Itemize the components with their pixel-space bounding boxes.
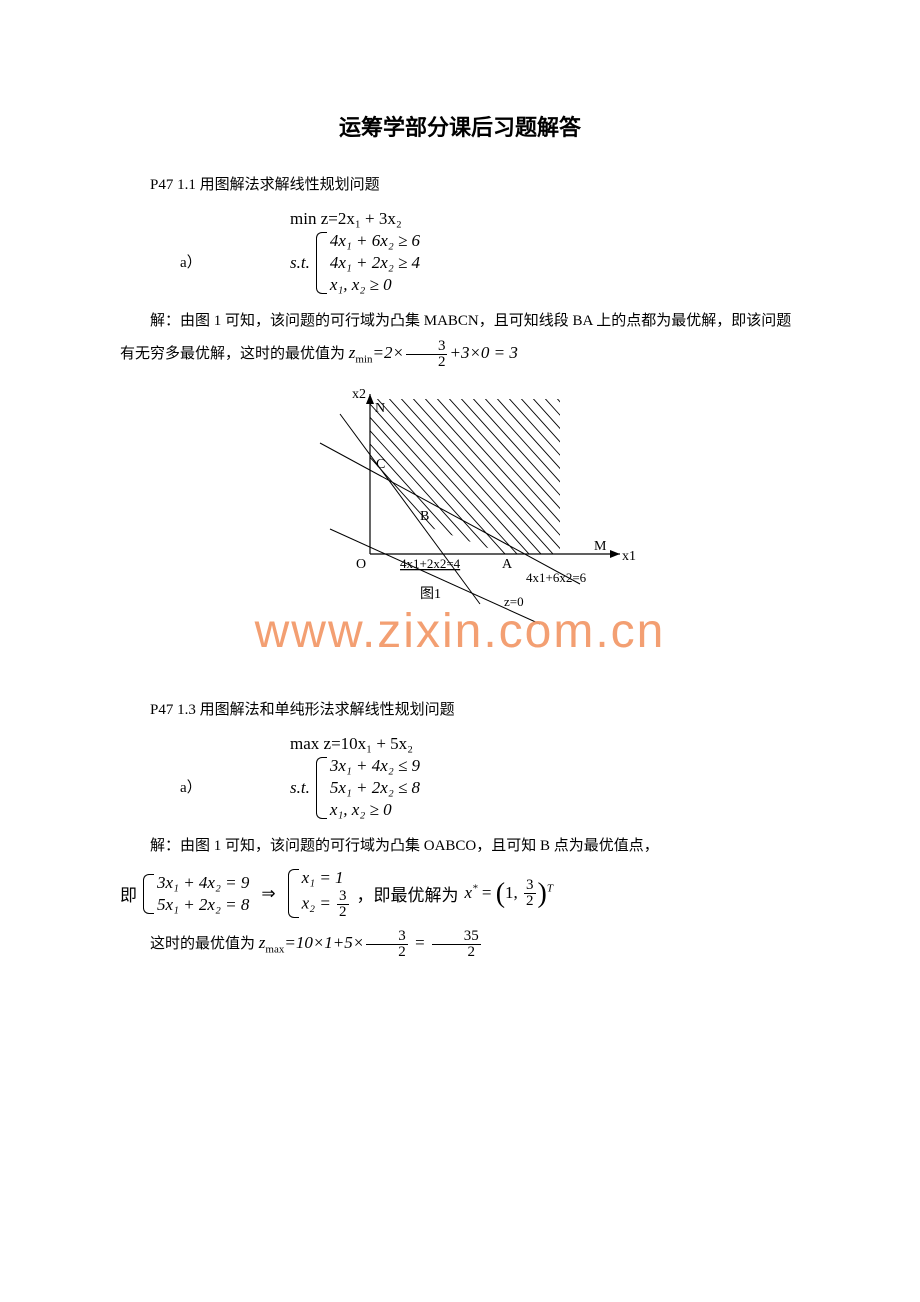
frac-r: 32	[337, 889, 349, 920]
svg-text:C: C	[376, 457, 385, 472]
brace-sys-right: x₁ = 1 x₂ = 32	[288, 867, 351, 920]
st-label-1: s.t.	[290, 252, 310, 274]
sys-l2-txt: 5x₁ + 2x₂ = 8	[157, 895, 249, 914]
st-label-2: s.t.	[290, 777, 310, 799]
vec-a: 1,	[505, 883, 522, 902]
sys-l1-txt: 3x₁ + 4x₂ = 9	[157, 873, 249, 892]
eq-sign: =	[478, 883, 496, 902]
svg-text:图1: 图1	[420, 587, 441, 602]
frac-b: 352	[432, 929, 481, 960]
figure-1-wrap: x2NCBOAMx14x1+2x2=44x1+6x2=6图1z=0 www.zi…	[120, 384, 800, 649]
tail-part: +3×0 = 3	[449, 343, 517, 362]
svg-text:M: M	[594, 539, 607, 554]
frac-r-den: 2	[337, 905, 349, 920]
rparen: )	[538, 878, 547, 909]
eq-part: =2×	[373, 343, 404, 362]
answer-1-text: 解：由图 1 可知，该问题的可行域为凸集 MABCN，且可知线段 BA 上的点都…	[120, 306, 800, 370]
sys-r1-txt: x₁ = 1	[302, 868, 344, 887]
svg-text:B: B	[420, 509, 429, 524]
svg-text:z=0: z=0	[504, 594, 524, 609]
ji-label: 即	[120, 881, 137, 906]
sys-l1: 3x₁ + 4x₂ = 9	[157, 872, 249, 894]
problem-2-block: a） max z=10x₁ + 5x₂ s.t. 3x₁ + 4x₂ ≤ 9 5…	[120, 733, 800, 821]
x-var: x	[465, 883, 473, 902]
fb-num: 35	[432, 929, 481, 945]
answer-2-line1: 解：由图 1 可知，该问题的可行域为凸集 OABCO，且可知 B 点为最优值点，	[120, 831, 800, 861]
sys-l2: 5x₁ + 2x₂ = 8	[157, 894, 249, 916]
problem-2-label: a）	[120, 733, 290, 799]
problem-2-formula: max z=10x₁ + 5x₂ s.t. 3x₁ + 4x₂ ≤ 9 5x₁ …	[290, 733, 420, 821]
z-sub-min: min	[355, 353, 372, 365]
ans2-mid: =10×1+5×	[284, 933, 364, 952]
answer-2-system: 即 3x₁ + 4x₂ = 9 5x₁ + 2x₂ = 8 ⇒ x₁ = 1 x…	[120, 867, 800, 920]
section-gap	[120, 655, 800, 695]
svg-text:N: N	[375, 401, 385, 416]
frac-a: 32	[366, 929, 408, 960]
brace-1: 4x₁ + 6x₂ ≥ 6 4x₁ + 2x₂ ≥ 4 x₁, x₂ ≥ 0	[316, 230, 420, 296]
fa-den: 2	[366, 945, 408, 960]
opt-expr: x* = (1, 32)T	[465, 878, 553, 910]
answer-2-line2: 这时的最优值为 zmax=10×1+5×32 = 352	[120, 926, 800, 960]
frac-3-2: 32	[406, 339, 448, 370]
obj-line-1: min z=2x₁ + 3x₂	[290, 209, 402, 228]
obj-line-2: max z=10x₁ + 5x₂	[290, 734, 413, 753]
vec-num: 3	[524, 878, 536, 894]
frac-num: 3	[406, 339, 448, 355]
frac-vec: 32	[524, 878, 536, 909]
svg-text:4x1+6x2=6: 4x1+6x2=6	[526, 570, 587, 585]
section-1-heading: P47 1.1 用图解法求解线性规划问题	[120, 170, 800, 200]
z-sub-max: max	[265, 944, 284, 956]
ans2-math: zmax=10×1+5×32 = 352	[259, 933, 483, 952]
constraint-2a: 3x₁ + 4x₂ ≤ 9	[330, 755, 420, 777]
sys-r2-txt: x₂ =	[302, 894, 335, 913]
brace-sys-left: 3x₁ + 4x₂ = 9 5x₁ + 2x₂ = 8	[143, 872, 249, 916]
answer-1-math: zmin=2×32+3×0 = 3	[349, 343, 518, 362]
constraint-1a: 4x₁ + 6x₂ ≥ 6	[330, 230, 420, 252]
transpose-T: T	[547, 882, 553, 894]
fa-num: 3	[366, 929, 408, 945]
opt-text: ，即最优解为	[357, 881, 459, 906]
brace-2: 3x₁ + 4x₂ ≤ 9 5x₁ + 2x₂ ≤ 8 x₁, x₂ ≥ 0	[316, 755, 420, 821]
problem-1-formula: min z=2x₁ + 3x₂ s.t. 4x₁ + 6x₂ ≥ 6 4x₁ +…	[290, 208, 420, 296]
section-2-heading: P47 1.3 用图解法和单纯形法求解线性规划问题	[120, 695, 800, 725]
implies-arrow: ⇒	[261, 884, 275, 904]
lparen: (	[496, 878, 505, 909]
constraint-2b: 5x₁ + 2x₂ ≤ 8	[330, 777, 420, 799]
svg-text:x2: x2	[352, 387, 366, 402]
page-title: 运筹学部分课后习题解答	[120, 110, 800, 142]
sys-r2: x₂ = 32	[302, 889, 351, 920]
constraint-1c: x₁, x₂ ≥ 0	[330, 274, 420, 296]
document-page: 运筹学部分课后习题解答 P47 1.1 用图解法求解线性规划问题 a） min …	[0, 0, 920, 1021]
constraint-2c: x₁, x₂ ≥ 0	[330, 799, 420, 821]
eq2-sign: =	[410, 933, 430, 952]
problem-1-label: a）	[120, 208, 290, 274]
ans2-prefix: 这时的最优值为	[150, 936, 255, 952]
figure-1: x2 N C B O A Mx1 4x1+2x2=4 4x1+6x2=6 图1 z=0	[280, 384, 640, 644]
vec-den: 2	[524, 894, 536, 909]
problem-1-block: a） min z=2x₁ + 3x₂ s.t. 4x₁ + 6x₂ ≥ 6 4x…	[120, 208, 800, 296]
svg-text:x1: x1	[622, 549, 636, 564]
frac-r-num: 3	[337, 889, 349, 905]
sys-r1: x₁ = 1	[302, 867, 351, 889]
svg-text:O: O	[356, 557, 366, 572]
constraint-1b: 4x₁ + 2x₂ ≥ 4	[330, 252, 420, 274]
svg-text:A: A	[502, 557, 513, 572]
frac-den: 2	[406, 355, 448, 370]
fb-den: 2	[432, 945, 481, 960]
svg-text:4x1+2x2=4: 4x1+2x2=4	[400, 556, 461, 571]
